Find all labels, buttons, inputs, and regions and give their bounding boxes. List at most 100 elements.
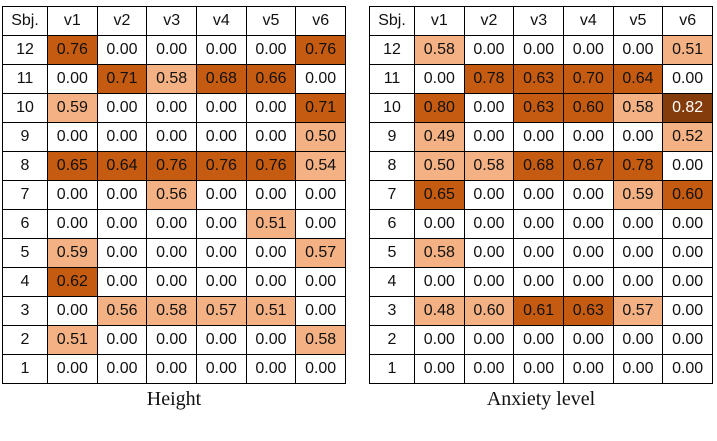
anxiety-cell-4-v1: 0.00 [414, 267, 465, 297]
anxiety-cell-6-v2: 0.00 [463, 209, 515, 239]
height-cell-3-v2: 0.56 [96, 296, 148, 326]
anxiety-column-header-v3: v3 [513, 6, 564, 36]
height-cell-1-v4: 0.00 [195, 354, 247, 384]
height-cell-11-v4: 0.68 [195, 64, 247, 94]
height-subject-label: 8 [2, 151, 48, 181]
height-cell-3-v5: 0.51 [245, 296, 297, 326]
anxiety-row-subject-12: 12 0.58 0.00 0.00 0.00 0.00 0.51 [369, 35, 713, 65]
anxiety-cell-10-v6: 0.82 [662, 93, 713, 123]
height-cell-4-v5: 0.00 [245, 267, 297, 297]
height-cell-7-v2: 0.00 [96, 180, 148, 210]
height-cell-11-v1: 0.00 [47, 64, 98, 94]
anxiety-subject-label: 9 [369, 122, 415, 152]
anxiety-cell-7-v3: 0.00 [513, 180, 564, 210]
anxiety-cell-3-v6: 0.00 [662, 296, 713, 326]
anxiety-cell-8-v6: 0.00 [662, 151, 713, 181]
anxiety-cell-12-v2: 0.00 [463, 35, 515, 65]
height-cell-6-v4: 0.00 [195, 209, 247, 239]
anxiety-cell-7-v2: 0.00 [463, 180, 515, 210]
height-subject-label: 11 [2, 64, 48, 94]
anxiety-subject-label: 2 [369, 325, 415, 355]
height-cell-11-v3: 0.58 [146, 64, 197, 94]
height-subject-label: 10 [2, 93, 48, 123]
height-subject-label: 4 [2, 267, 48, 297]
height-cell-2-v4: 0.00 [195, 325, 247, 355]
anxiety-header-row: Sbj. v1 v2 v3 v4 v5 v6 [369, 6, 713, 36]
anxiety-subject-label: 3 [369, 296, 415, 326]
anxiety-cell-11-v5: 0.64 [612, 64, 664, 94]
anxiety-cell-10-v5: 0.58 [612, 93, 664, 123]
height-cell-4-v6: 0.00 [295, 267, 346, 297]
height-cell-11-v6: 0.00 [295, 64, 346, 94]
anxiety-cell-7-v4: 0.00 [562, 180, 614, 210]
anxiety-cell-7-v6: 0.60 [662, 180, 713, 210]
height-cell-9-v5: 0.00 [245, 122, 297, 152]
height-heatmap-body: 12 0.76 0.00 0.00 0.00 0.00 0.76 11 0.00 0.71 0.58… [2, 35, 346, 384]
anxiety-row-subject-9: 9 0.49 0.00 0.00 0.00 0.00 0.52 [369, 122, 713, 152]
height-row-subject-7: 7 0.00 0.00 0.56 0.00 0.00 0.00 [2, 180, 346, 210]
height-cell-4-v3: 0.00 [146, 267, 197, 297]
anxiety-cell-11-v3: 0.63 [513, 64, 564, 94]
anxiety-cell-5-v2: 0.00 [463, 238, 515, 268]
anxiety-corner-label: Sbj. [369, 6, 415, 36]
height-cell-10-v5: 0.00 [245, 93, 297, 123]
anxiety-cell-2-v3: 0.00 [513, 325, 564, 355]
anxiety-cell-4-v2: 0.00 [463, 267, 515, 297]
height-heatmap-panel: Sbj. v1 v2 v3 v4 v5 v6 12 0.76 0.00 0.00 0.00 0.00 0… [2, 6, 346, 411]
anxiety-row-subject-11: 11 0.00 0.78 0.63 0.70 0.64 0.00 [369, 64, 713, 94]
anxiety-row-subject-7: 7 0.65 0.00 0.00 0.00 0.59 0.60 [369, 180, 713, 210]
height-cell-5-v3: 0.00 [146, 238, 197, 268]
height-cell-1-v2: 0.00 [96, 354, 148, 384]
anxiety-cell-3-v4: 0.63 [562, 296, 614, 326]
anxiety-heatmap-body: 12 0.58 0.00 0.00 0.00 0.00 0.51 11 0.00 0.78 0.63… [369, 35, 713, 384]
anxiety-cell-1-v5: 0.00 [612, 354, 664, 384]
anxiety-cell-12-v3: 0.00 [513, 35, 564, 65]
height-cell-9-v6: 0.50 [295, 122, 346, 152]
height-cell-7-v6: 0.00 [295, 180, 346, 210]
height-subject-label: 2 [2, 325, 48, 355]
anxiety-cell-12-v4: 0.00 [562, 35, 614, 65]
anxiety-cell-5-v6: 0.00 [662, 238, 713, 268]
anxiety-heatmap-table: Sbj. v1 v2 v3 v4 v5 v6 12 0.58 0.00 0.00 0.00 0.00 0… [369, 6, 713, 384]
anxiety-column-header-v2: v2 [463, 6, 515, 36]
anxiety-cell-9-v6: 0.52 [662, 122, 713, 152]
anxiety-subject-label: 11 [369, 64, 415, 94]
anxiety-column-header-v6: v6 [662, 6, 713, 36]
height-column-header-v2: v2 [96, 6, 148, 36]
height-cell-7-v4: 0.00 [195, 180, 247, 210]
height-cell-3-v4: 0.57 [195, 296, 247, 326]
height-cell-6-v3: 0.00 [146, 209, 197, 239]
height-cell-7-v5: 0.00 [245, 180, 297, 210]
height-cell-8-v5: 0.76 [245, 151, 297, 181]
anxiety-caption: Anxiety level [486, 388, 596, 410]
anxiety-cell-2-v5: 0.00 [612, 325, 664, 355]
anxiety-cell-9-v4: 0.00 [562, 122, 614, 152]
anxiety-cell-12-v1: 0.58 [414, 35, 465, 65]
height-cell-5-v2: 0.00 [96, 238, 148, 268]
anxiety-cell-1-v1: 0.00 [414, 354, 465, 384]
anxiety-cell-5-v5: 0.00 [612, 238, 664, 268]
height-column-header-v5: v5 [245, 6, 297, 36]
height-cell-12-v6: 0.76 [295, 35, 346, 65]
anxiety-column-header-v1: v1 [414, 6, 465, 36]
height-cell-1-v1: 0.00 [47, 354, 98, 384]
height-cell-2-v1: 0.51 [47, 325, 98, 355]
height-cell-2-v6: 0.58 [295, 325, 346, 355]
anxiety-cell-1-v2: 0.00 [463, 354, 515, 384]
height-cell-12-v3: 0.00 [146, 35, 197, 65]
height-row-subject-12: 12 0.76 0.00 0.00 0.00 0.00 0.76 [2, 35, 346, 65]
anxiety-cell-4-v3: 0.00 [513, 267, 564, 297]
anxiety-cell-4-v4: 0.00 [562, 267, 614, 297]
height-cell-2-v2: 0.00 [96, 325, 148, 355]
anxiety-cell-6-v4: 0.00 [562, 209, 614, 239]
anxiety-row-subject-4: 4 0.00 0.00 0.00 0.00 0.00 0.00 [369, 267, 713, 297]
height-cell-7-v1: 0.00 [47, 180, 98, 210]
anxiety-subject-label: 8 [369, 151, 415, 181]
height-row-subject-9: 9 0.00 0.00 0.00 0.00 0.00 0.50 [2, 122, 346, 152]
anxiety-cell-6-v5: 0.00 [612, 209, 664, 239]
height-cell-11-v2: 0.71 [96, 64, 148, 94]
height-cell-8-v6: 0.54 [295, 151, 346, 181]
height-row-subject-8: 8 0.65 0.64 0.76 0.76 0.76 0.54 [2, 151, 346, 181]
anxiety-cell-6-v3: 0.00 [513, 209, 564, 239]
height-cell-10-v2: 0.00 [96, 93, 148, 123]
